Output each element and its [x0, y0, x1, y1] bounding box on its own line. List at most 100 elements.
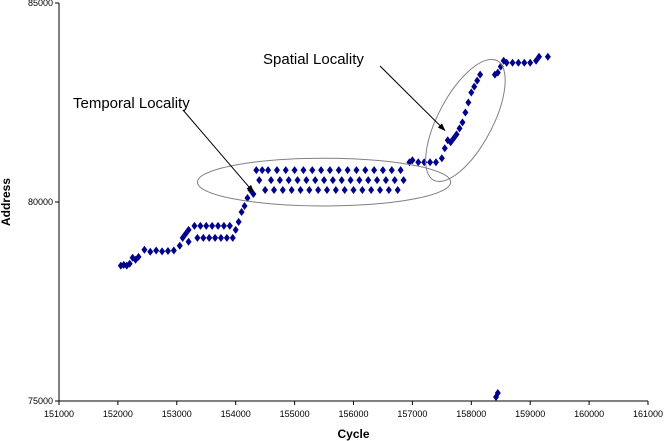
data-point [176, 241, 183, 250]
data-point [273, 166, 280, 175]
data-point [197, 221, 204, 230]
data-point [297, 186, 304, 195]
data-point [521, 58, 528, 67]
data-point [388, 166, 395, 175]
data-point [338, 176, 345, 185]
data-point [223, 233, 230, 242]
x-axis-ticks: 151000 152000 153000 154000 155000 156000 1570… [44, 401, 663, 419]
data-point [515, 58, 522, 67]
data-point [164, 246, 171, 255]
data-point [141, 245, 148, 254]
data-point [279, 186, 286, 195]
data-point [153, 246, 160, 255]
data-point [391, 176, 398, 185]
data-point [253, 166, 260, 175]
data-point [235, 217, 242, 226]
data-point [203, 221, 210, 230]
x-tick-label: 156000 [338, 409, 368, 419]
data-point [474, 76, 481, 85]
data-point [385, 186, 392, 195]
temporal-locality-arrow [182, 109, 255, 193]
temporal-locality-label: Temporal Locality [73, 95, 190, 112]
y-tick-label: 80000 [28, 197, 53, 207]
data-point [427, 158, 434, 167]
data-point [132, 255, 139, 264]
data-point [374, 176, 381, 185]
data-point [459, 118, 466, 127]
data-point [232, 225, 239, 234]
annotations: Temporal Locality Spatial Locality [73, 51, 506, 207]
data-point [497, 62, 504, 71]
data-point [494, 68, 501, 77]
data-point [229, 233, 236, 242]
data-point [456, 124, 463, 133]
data-point [477, 70, 484, 79]
x-tick-label: 157000 [397, 409, 427, 419]
data-point [353, 166, 360, 175]
data-point [441, 144, 448, 153]
temporal-locality-ellipse [196, 157, 452, 207]
data-point [350, 186, 357, 195]
data-point [465, 98, 472, 107]
data-point [270, 186, 277, 195]
x-tick-label: 158000 [456, 409, 486, 419]
data-point [527, 58, 534, 67]
spatial-locality-arrow [379, 65, 446, 132]
data-point [415, 158, 422, 167]
data-point [326, 166, 333, 175]
data-point [282, 166, 289, 175]
data-point [217, 233, 224, 242]
data-point [185, 225, 192, 234]
data-point [344, 166, 351, 175]
data-point [256, 176, 263, 185]
data-point [509, 58, 516, 67]
data-point [126, 259, 133, 268]
data-point [453, 130, 460, 139]
data-point [323, 186, 330, 195]
data-point [312, 176, 319, 185]
x-tick-label: 155000 [280, 409, 310, 419]
data-point [359, 186, 366, 195]
data-point [503, 58, 510, 67]
data-point [365, 176, 372, 185]
data-point [544, 52, 551, 61]
data-point [220, 221, 227, 230]
x-tick-label: 152000 [103, 409, 133, 419]
data-point [135, 252, 142, 261]
spatial-locality-label: Spatial Locality [263, 51, 364, 68]
data-point [285, 176, 292, 185]
data-point [294, 176, 301, 185]
data-point [300, 166, 307, 175]
data-point [206, 233, 213, 242]
data-point [368, 186, 375, 195]
y-axis-title: Address [0, 178, 13, 226]
data-point [212, 233, 219, 242]
data-point [262, 186, 269, 195]
data-point [335, 166, 342, 175]
data-point [147, 247, 154, 256]
data-point [382, 176, 389, 185]
data-point [321, 176, 328, 185]
data-point [332, 186, 339, 195]
data-point [276, 176, 283, 185]
data-point [494, 389, 501, 398]
data-point [268, 176, 275, 185]
data-point [303, 176, 310, 185]
data-point [291, 166, 298, 175]
data-point [315, 186, 322, 195]
data-point [244, 194, 251, 203]
x-tick-label: 159000 [515, 409, 545, 419]
data-point [400, 176, 407, 185]
data-point [394, 186, 401, 195]
data-point [200, 233, 207, 242]
data-point [241, 201, 248, 210]
x-axis-title: Cycle [337, 427, 369, 441]
data-point [288, 186, 295, 195]
data-point [191, 221, 198, 230]
data-point [356, 176, 363, 185]
data-point [421, 158, 428, 167]
x-tick-label: 154000 [221, 409, 251, 419]
data-point [209, 221, 216, 230]
spatial-locality-ellipse [425, 58, 506, 182]
